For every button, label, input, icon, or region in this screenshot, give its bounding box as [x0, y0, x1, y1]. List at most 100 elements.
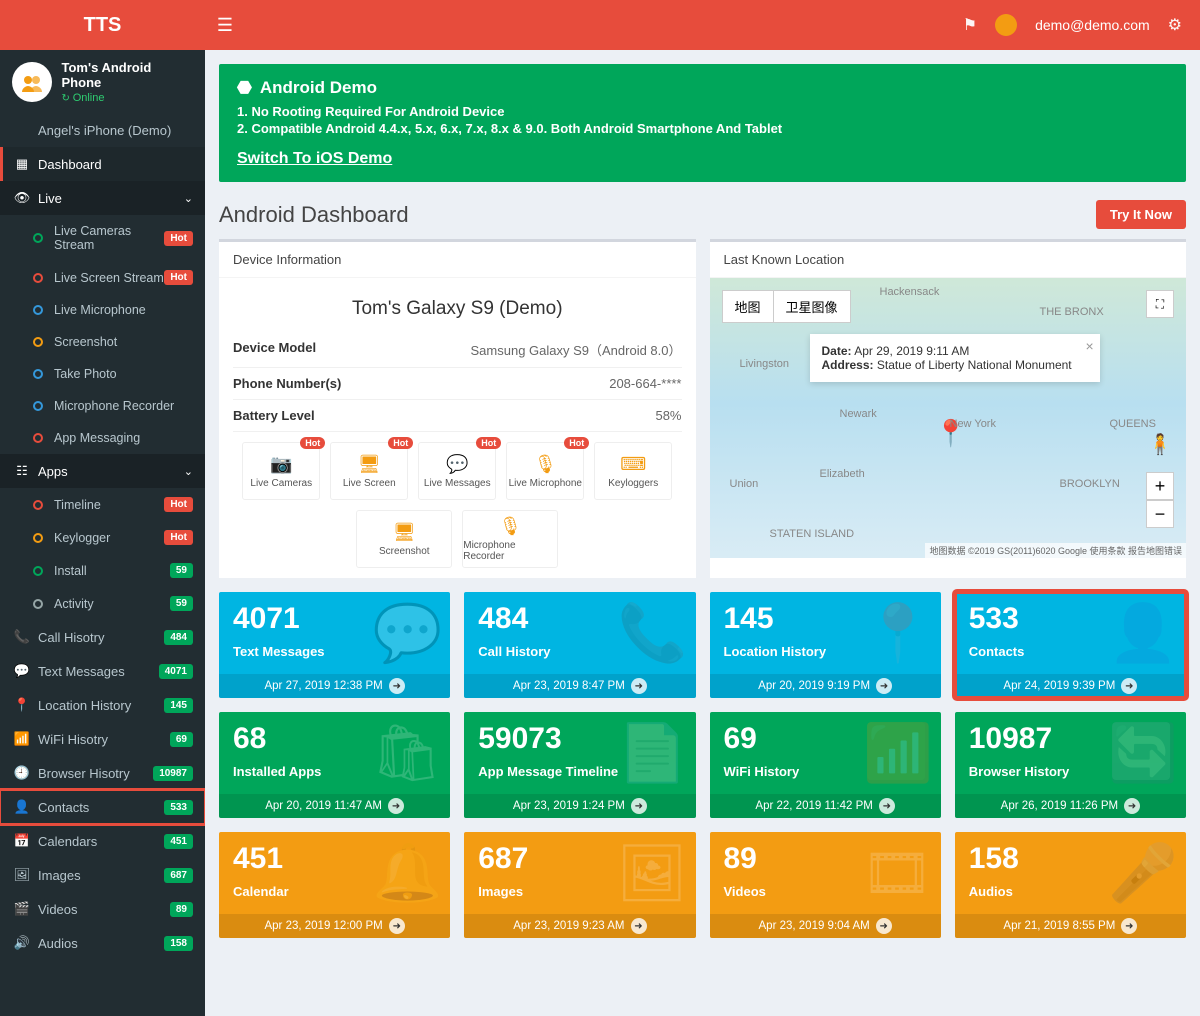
sidebar-live-item[interactable]: App Messaging: [0, 422, 205, 454]
sidebar-item[interactable]: 💬Text Messages4071: [0, 654, 205, 688]
user-avatar-icon[interactable]: [995, 14, 1017, 36]
quick-action[interactable]: 🖥Screenshot: [356, 510, 452, 568]
sidebar-live-item[interactable]: Take Photo: [0, 358, 205, 390]
arrow-right-icon: ➜: [389, 678, 405, 694]
stat-card[interactable]: 158Audios🎤Apr 21, 2019 8:55 PM➜: [955, 832, 1186, 938]
map-fullscreen-icon[interactable]: ⛶: [1146, 290, 1174, 318]
stat-footer[interactable]: Apr 27, 2019 12:38 PM➜: [219, 674, 450, 698]
sidebar-item[interactable]: 🕘Browser Hisotry10987: [0, 756, 205, 790]
map-canvas[interactable]: 地图 卫星图像 ⛶ × Date: Apr 29, 2019 9:11 AM A…: [710, 278, 1187, 558]
sidebar-item[interactable]: 📶WiFi Hisotry69: [0, 722, 205, 756]
stat-footer[interactable]: Apr 23, 2019 9:04 AM➜: [710, 914, 941, 938]
sidebar-section-live[interactable]: 👁 Live ⌄: [0, 181, 205, 215]
stat-footer[interactable]: Apr 23, 2019 9:23 AM➜: [464, 914, 695, 938]
sidebar-item[interactable]: 🎬Videos89: [0, 892, 205, 926]
sidebar-item[interactable]: 📅Calendars451: [0, 824, 205, 858]
quick-action-icon: 📷: [270, 454, 292, 475]
close-icon[interactable]: ×: [1085, 338, 1093, 354]
stat-card[interactable]: 687Images🖼Apr 23, 2019 9:23 AM➜: [464, 832, 695, 938]
sidebar-live-item[interactable]: Screenshot: [0, 326, 205, 358]
stat-card[interactable]: 10987Browser History🔄Apr 26, 2019 11:26 …: [955, 712, 1186, 818]
quick-action[interactable]: Hot🖥Live Screen: [330, 442, 408, 500]
sidebar-apps-item[interactable]: Activity59: [0, 587, 205, 620]
stat-footer[interactable]: Apr 22, 2019 11:42 PM➜: [710, 794, 941, 818]
quick-action-icon: 💬: [446, 454, 468, 475]
nav-icon: 🖼: [12, 867, 32, 883]
panel-header: Last Known Location: [710, 242, 1187, 278]
circle-icon: [28, 305, 48, 315]
stat-footer[interactable]: Apr 20, 2019 9:19 PM➜: [710, 674, 941, 698]
arrow-right-icon: ➜: [1124, 798, 1140, 814]
info-row: Phone Number(s)208-664-****: [233, 368, 682, 400]
sidebar-apps-item[interactable]: KeyloggerHot: [0, 521, 205, 554]
sidebar-demo-iphone[interactable]: Angel's iPhone (Demo): [0, 114, 205, 147]
map-type-map-button[interactable]: 地图: [723, 291, 774, 322]
quick-action[interactable]: Hot💬Live Messages: [418, 442, 496, 500]
quick-action[interactable]: ⌨Keyloggers: [594, 442, 672, 500]
profile-block[interactable]: Tom's Android Phone Online: [0, 50, 205, 114]
sidebar-live-item[interactable]: Live Microphone: [0, 294, 205, 326]
quick-action-icon: 🖥: [358, 454, 381, 475]
stat-card[interactable]: 68Installed Apps🛍Apr 20, 2019 11:47 AM➜: [219, 712, 450, 818]
arrow-right-icon: ➜: [876, 918, 892, 934]
stat-footer[interactable]: Apr 23, 2019 12:00 PM➜: [219, 914, 450, 938]
sidebar-live-item[interactable]: Microphone Recorder: [0, 390, 205, 422]
brand-logo[interactable]: TTS: [0, 0, 205, 50]
badge: 10987: [153, 766, 193, 781]
quick-action[interactable]: 🎙Microphone Recorder: [462, 510, 558, 568]
nav-icon: 🎬: [12, 901, 32, 917]
stat-footer[interactable]: Apr 24, 2019 9:39 PM➜: [955, 674, 1186, 698]
stat-bg-icon: 🛍: [371, 720, 442, 786]
stat-footer[interactable]: Apr 20, 2019 11:47 AM➜: [219, 794, 450, 818]
sidebar-apps-item[interactable]: TimelineHot: [0, 488, 205, 521]
badge: 451: [164, 834, 193, 849]
stat-card[interactable]: 145Location History📍Apr 20, 2019 9:19 PM…: [710, 592, 941, 698]
chevron-down-icon: ⌄: [184, 465, 193, 478]
stat-card[interactable]: 533Contacts👤Apr 24, 2019 9:39 PM➜: [955, 592, 1186, 698]
stat-card[interactable]: 69WiFi History📶Apr 22, 2019 11:42 PM➜: [710, 712, 941, 818]
try-it-now-button[interactable]: Try It Now: [1096, 200, 1186, 229]
android-icon[interactable]: ⚑: [963, 15, 977, 35]
sidebar: Tom's Android Phone Online Angel's iPhon…: [0, 50, 205, 1016]
switch-ios-link[interactable]: Switch To iOS Demo: [237, 150, 392, 168]
menu-toggle-icon[interactable]: ☰: [205, 15, 245, 36]
stat-card[interactable]: 89Videos🎞Apr 23, 2019 9:04 AM➜: [710, 832, 941, 938]
stat-footer[interactable]: Apr 21, 2019 8:55 PM➜: [955, 914, 1186, 938]
map-city-label: Livingston: [740, 358, 790, 370]
main-content: ⬣ Android Demo 1. No Rooting Required Fo…: [205, 50, 1200, 1016]
badge: 59: [170, 596, 193, 611]
stat-card[interactable]: 451Calendar🔔Apr 23, 2019 12:00 PM➜: [219, 832, 450, 938]
sidebar-item[interactable]: 🖼Images687: [0, 858, 205, 892]
sidebar-item[interactable]: 📞Call Hisotry484: [0, 620, 205, 654]
nav-icon: 📍: [12, 697, 32, 713]
quick-action[interactable]: Hot📷Live Cameras: [242, 442, 320, 500]
stat-footer[interactable]: Apr 23, 2019 8:47 PM➜: [464, 674, 695, 698]
stat-footer[interactable]: Apr 26, 2019 11:26 PM➜: [955, 794, 1186, 818]
stat-footer[interactable]: Apr 23, 2019 1:24 PM➜: [464, 794, 695, 818]
user-email[interactable]: demo@demo.com: [1035, 17, 1150, 33]
sidebar-item[interactable]: 🔊Audios158: [0, 926, 205, 960]
sidebar-apps-item[interactable]: Install59: [0, 554, 205, 587]
profile-name: Tom's Android Phone: [62, 60, 193, 90]
sidebar-live-item[interactable]: Live Screen StreamHot: [0, 261, 205, 294]
map-zoom-out-button[interactable]: −: [1146, 500, 1174, 528]
stat-card[interactable]: 4071Text Messages💬Apr 27, 2019 12:38 PM➜: [219, 592, 450, 698]
hot-badge: Hot: [388, 437, 413, 449]
sidebar-section-apps[interactable]: ☷ Apps ⌄: [0, 454, 205, 488]
map-city-label: BROOKLYN: [1060, 478, 1120, 490]
settings-icon[interactable]: ⚙: [1168, 15, 1182, 35]
map-zoom-in-button[interactable]: +: [1146, 472, 1174, 500]
sidebar-item[interactable]: 📍Location History145: [0, 688, 205, 722]
stat-card[interactable]: 59073App Message Timeline📄Apr 23, 2019 1…: [464, 712, 695, 818]
sidebar-live-item[interactable]: Live Cameras StreamHot: [0, 215, 205, 261]
sidebar-dashboard[interactable]: ▦ Dashboard: [0, 147, 205, 181]
streetview-pegman-icon[interactable]: 🧍: [1146, 430, 1174, 458]
arrow-right-icon: ➜: [388, 798, 404, 814]
map-type-satellite-button[interactable]: 卫星图像: [774, 291, 850, 322]
info-row: Battery Level58%: [233, 400, 682, 432]
stat-card[interactable]: 484Call History📞Apr 23, 2019 8:47 PM➜: [464, 592, 695, 698]
sidebar-item[interactable]: 👤Contacts533: [0, 790, 205, 824]
arrow-right-icon: ➜: [876, 678, 892, 694]
quick-action[interactable]: Hot🎙Live Microphone: [506, 442, 584, 500]
circle-icon: [28, 337, 48, 347]
